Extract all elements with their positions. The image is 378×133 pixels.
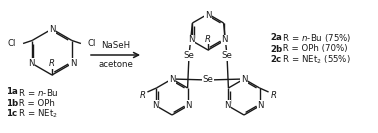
- Text: R = NEt$_2$ (55%): R = NEt$_2$ (55%): [280, 54, 351, 66]
- Text: N: N: [49, 24, 55, 34]
- Text: R = NEt$_2$: R = NEt$_2$: [16, 108, 58, 120]
- Text: NaSeH: NaSeH: [101, 41, 130, 50]
- Text: R: R: [139, 90, 146, 99]
- Text: 1a: 1a: [6, 88, 18, 97]
- Text: Se: Se: [222, 51, 232, 60]
- Text: 1b: 1b: [6, 99, 18, 107]
- Text: N: N: [222, 36, 228, 45]
- Text: N: N: [257, 101, 264, 109]
- Text: 2b: 2b: [270, 45, 282, 53]
- Text: R = $\mathit{n}$-Bu (75%): R = $\mathit{n}$-Bu (75%): [280, 32, 351, 44]
- Text: Cl: Cl: [88, 39, 96, 48]
- Text: Cl: Cl: [8, 39, 16, 48]
- Text: N: N: [152, 101, 159, 109]
- Text: N: N: [188, 36, 195, 45]
- Text: R: R: [271, 90, 277, 99]
- Text: Se: Se: [184, 51, 194, 60]
- Text: 2a: 2a: [270, 34, 282, 43]
- Text: 2c: 2c: [270, 55, 281, 65]
- Text: Se: Se: [203, 76, 214, 84]
- Text: acetone: acetone: [98, 60, 133, 69]
- Text: 1c: 1c: [6, 109, 17, 119]
- Text: N: N: [205, 11, 211, 20]
- Text: N: N: [70, 59, 76, 68]
- Text: N: N: [169, 76, 175, 84]
- Text: N: N: [185, 101, 192, 109]
- Text: N: N: [241, 76, 247, 84]
- Text: R = OPh: R = OPh: [16, 99, 55, 107]
- Text: R: R: [49, 59, 55, 68]
- Text: N: N: [224, 101, 231, 109]
- Text: R = OPh (70%): R = OPh (70%): [280, 45, 347, 53]
- Text: R: R: [205, 34, 211, 43]
- Text: R = $\mathit{n}$-Bu: R = $\mathit{n}$-Bu: [16, 86, 59, 97]
- Text: N: N: [28, 59, 34, 68]
